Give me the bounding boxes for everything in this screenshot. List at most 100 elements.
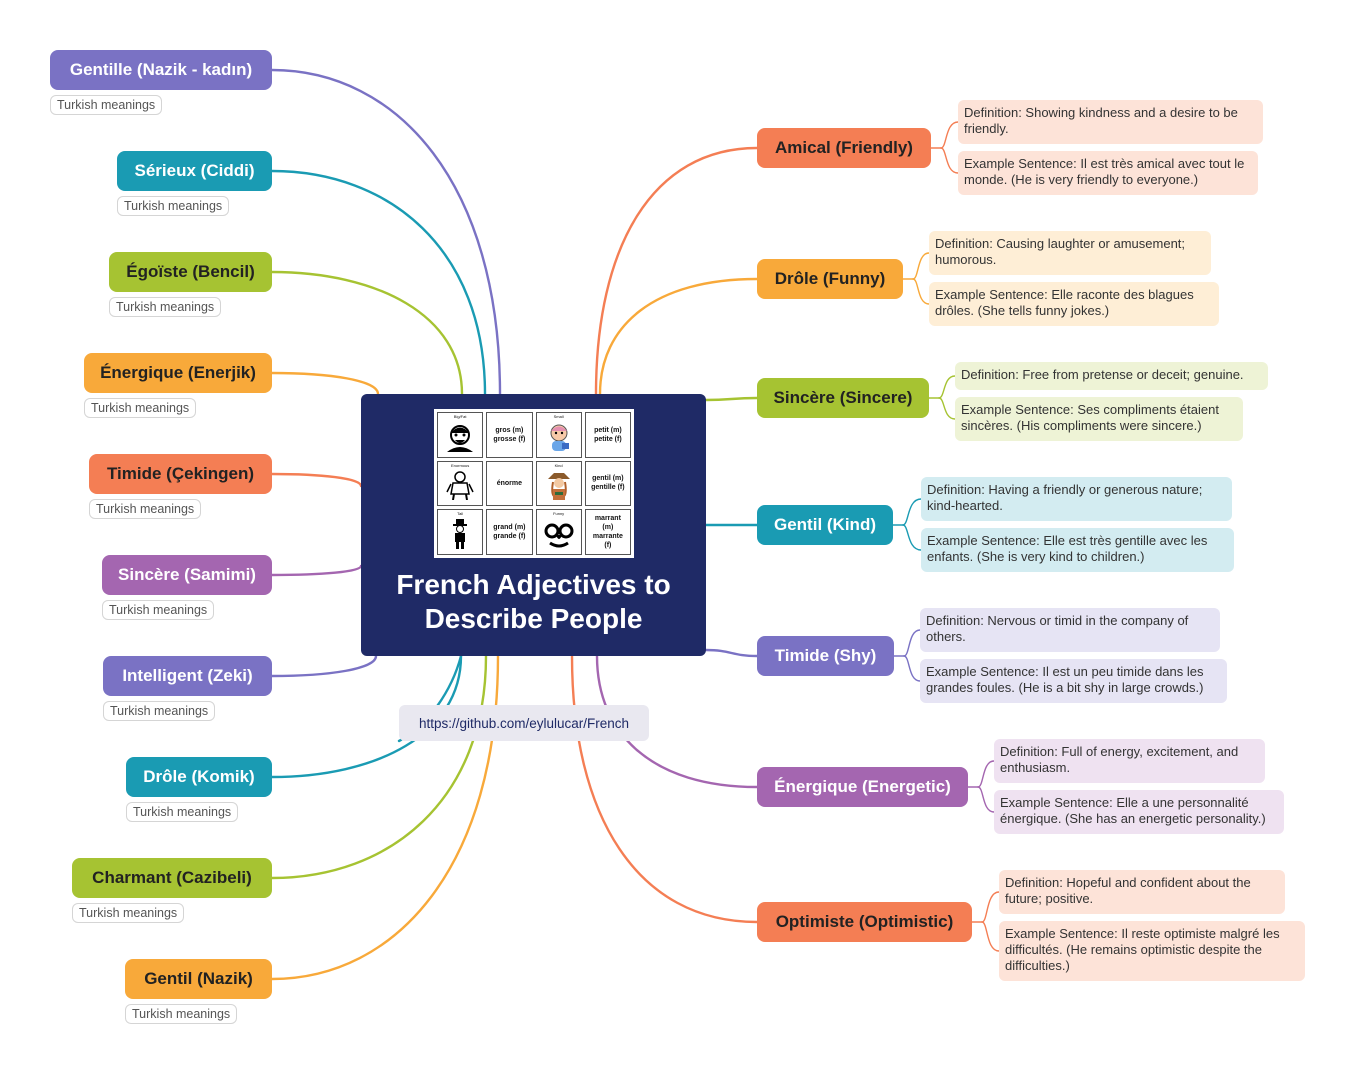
left-topic[interactable]: Gentille (Nazik - kadın)	[50, 50, 272, 90]
left-topic[interactable]: Sérieux (Ciddi)	[117, 151, 272, 191]
central-topic[interactable]: Big/Fat gros (m) grosse (f) Small petit (m)…	[361, 394, 706, 656]
picture-caption: Big/Fat	[453, 414, 467, 419]
left-connector	[270, 371, 380, 396]
example-note[interactable]: Example Sentence: Il reste optimiste mal…	[999, 921, 1305, 981]
definition-note[interactable]: Definition: Having a friendly or generou…	[921, 477, 1232, 521]
right-connector	[594, 146, 759, 396]
picture-caption: Small	[553, 414, 564, 419]
turkish-meanings-tag[interactable]: Turkish meanings	[126, 802, 239, 822]
turkish-meanings-tag[interactable]: Turkish meanings	[50, 95, 163, 115]
picture-cell: Kind	[535, 460, 582, 507]
turkish-meanings-tag[interactable]: Turkish meanings	[102, 600, 215, 620]
turkish-meanings-tag[interactable]: Turkish meanings	[72, 903, 185, 923]
fat-man-icon	[447, 424, 474, 452]
picture-text: marrant (m) marrante (f)	[592, 515, 623, 550]
ranger-icon	[547, 473, 570, 501]
detail-connector	[912, 278, 930, 305]
picture-caption: Enormous	[451, 462, 470, 468]
definition-note[interactable]: Definition: Full of energy, excitement, …	[994, 739, 1265, 783]
example-note[interactable]: Example Sentence: Elle raconte des blagu…	[929, 282, 1219, 326]
detail-connector	[977, 760, 995, 788]
turkish-meanings-tag[interactable]: Turkish meanings	[103, 701, 216, 721]
picture-text: énorme	[496, 479, 523, 487]
left-topic[interactable]: Timide (Çekingen)	[89, 454, 272, 494]
giant-icon	[446, 471, 474, 501]
left-connector	[270, 654, 378, 678]
picture-caption: Kind	[554, 462, 563, 468]
detail-connector	[912, 252, 930, 280]
picture-text: gentil (m) gentille (f)	[591, 475, 625, 492]
example-note[interactable]: Example Sentence: Ses compliments étaien…	[955, 397, 1243, 441]
left-topic[interactable]: Intelligent (Zeki)	[103, 656, 272, 696]
detail-connector	[940, 147, 959, 174]
left-connector	[270, 472, 363, 488]
right-topic[interactable]: Énergique (Energetic)	[757, 767, 968, 807]
turkish-meanings-tag[interactable]: Turkish meanings	[125, 1004, 238, 1024]
right-connector	[570, 654, 759, 924]
right-connector	[704, 396, 759, 402]
picture-cell: gros (m) grosse (f)	[486, 412, 533, 458]
left-connector	[270, 68, 502, 396]
picture-cell: marrant (m) marrante (f)	[584, 509, 631, 555]
picture-text: grand (m) grande (f)	[493, 524, 526, 541]
definition-note[interactable]: Definition: Free from pretense or deceit…	[955, 362, 1268, 390]
detail-connector	[903, 629, 921, 657]
picture-cell: Tall	[437, 509, 484, 555]
right-topic[interactable]: Timide (Shy)	[757, 636, 894, 676]
left-topic[interactable]: Gentil (Nazik)	[125, 959, 272, 999]
definition-note[interactable]: Definition: Hopeful and confident about …	[999, 870, 1285, 914]
detail-connector	[938, 375, 956, 399]
picture-cell: gentil (m) gentille (f)	[584, 460, 631, 507]
left-topic[interactable]: Égoïste (Bencil)	[109, 252, 272, 292]
turkish-meanings-tag[interactable]: Turkish meanings	[89, 499, 202, 519]
definition-note[interactable]: Definition: Nervous or timid in the comp…	[920, 608, 1220, 652]
right-topic[interactable]: Amical (Friendly)	[757, 128, 931, 168]
right-topic[interactable]: Sincère (Sincere)	[757, 378, 929, 418]
picture-text: petit (m) petite (f)	[594, 426, 622, 443]
detail-connector	[981, 921, 1000, 952]
picture-cell: Funny	[535, 509, 582, 555]
turkish-meanings-tag[interactable]: Turkish meanings	[84, 398, 197, 418]
definition-note[interactable]: Definition: Showing kindness and a desir…	[958, 100, 1263, 144]
picture-caption: Funny	[553, 511, 565, 517]
baby-icon	[550, 424, 569, 451]
right-connector	[704, 648, 759, 658]
picture-caption: Tall	[457, 511, 464, 517]
example-note[interactable]: Example Sentence: Elle est très gentille…	[921, 528, 1234, 572]
detail-connector	[938, 397, 956, 420]
right-connector	[595, 654, 759, 789]
right-topic[interactable]: Gentil (Kind)	[757, 505, 893, 545]
picture-cell: grand (m) grande (f)	[486, 509, 533, 555]
right-connector	[598, 277, 759, 396]
picture-cell: Small	[535, 412, 582, 458]
left-connector	[270, 169, 487, 396]
detail-connector	[902, 498, 922, 526]
tall-man-icon	[453, 519, 468, 550]
picture-text: gros (m) grosse (f)	[493, 426, 526, 443]
adjectives-picture: Big/Fat gros (m) grosse (f) Small petit (m)…	[434, 409, 634, 558]
turkish-meanings-tag[interactable]: Turkish meanings	[109, 297, 222, 317]
right-topic[interactable]: Optimiste (Optimistic)	[757, 902, 972, 942]
left-topic[interactable]: Énergique (Enerjik)	[84, 353, 272, 393]
detail-connector	[902, 524, 922, 551]
example-note[interactable]: Example Sentence: Elle a une personnalit…	[994, 790, 1284, 834]
right-topic[interactable]: Drôle (Funny)	[757, 259, 903, 299]
definition-note[interactable]: Definition: Causing laughter or amusemen…	[929, 231, 1211, 275]
left-connector	[270, 564, 363, 577]
left-connector	[270, 270, 464, 396]
turkish-meanings-tag[interactable]: Turkish meanings	[117, 196, 230, 216]
funny-glasses-icon	[544, 523, 574, 548]
left-topic[interactable]: Charmant (Cazibeli)	[72, 858, 272, 898]
left-topic[interactable]: Sincère (Samimi)	[102, 555, 272, 595]
left-topic[interactable]: Drôle (Komik)	[126, 757, 272, 797]
example-note[interactable]: Example Sentence: Il est un peu timide d…	[920, 659, 1227, 703]
left-connector	[270, 654, 488, 880]
detail-connector	[940, 121, 959, 149]
example-note[interactable]: Example Sentence: Il est très amical ave…	[958, 151, 1258, 195]
detail-connector	[977, 786, 995, 813]
detail-connector	[903, 655, 921, 682]
picture-cell: petit (m) petite (f)	[584, 412, 631, 458]
picture-cell: Big/Fat	[437, 412, 484, 458]
github-link[interactable]: https://github.com/eylulucar/French	[399, 705, 649, 741]
picture-cell: Enormous	[437, 460, 484, 507]
